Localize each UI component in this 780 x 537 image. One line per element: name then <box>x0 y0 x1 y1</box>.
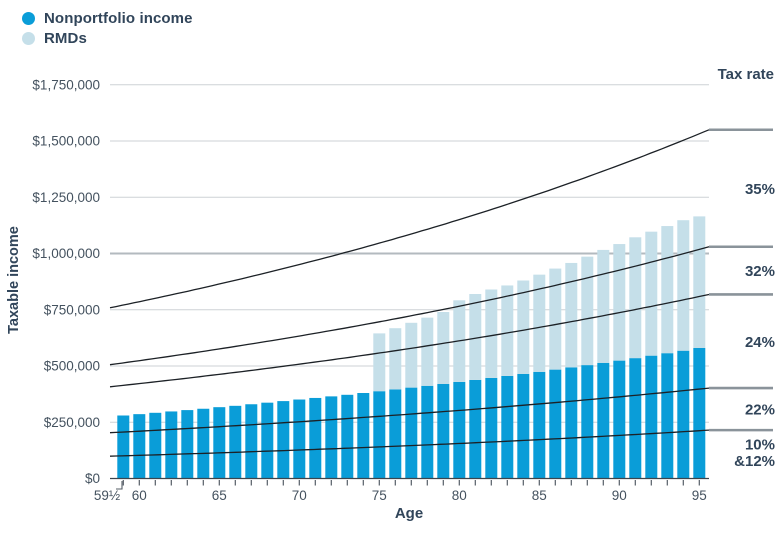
bar-nonportfolio-age-61 <box>149 412 162 479</box>
bar-nonportfolio-age-84 <box>517 373 530 479</box>
bar-nonportfolio-age-76 <box>389 389 402 479</box>
bar-nonportfolio-age-65 <box>213 407 226 479</box>
tax-rate-label: 10% <box>745 436 775 453</box>
bar-nonportfolio-age-82 <box>485 377 498 479</box>
legend: Nonportfolio income RMDs <box>22 8 193 48</box>
x-tick-label-85: 85 <box>532 488 547 503</box>
bar-nonportfolio-age-80 <box>453 381 466 479</box>
bar-nonportfolio-age-92 <box>645 355 658 479</box>
tax-boundary-line-1 <box>109 246 710 366</box>
bar-rmd-age-86 <box>549 268 562 370</box>
bar-rmd-age-76 <box>389 328 402 390</box>
bar-rmd-age-89 <box>597 249 610 363</box>
x-tick-label-70: 70 <box>292 488 307 503</box>
tax-boundary-line-4 <box>109 429 710 457</box>
tax-rate-header: Tax rate <box>717 66 774 83</box>
bar-nonportfolio-age-64 <box>197 408 210 479</box>
bar-rmd-age-85 <box>533 274 546 372</box>
bar-nonportfolio-age-60 <box>133 414 146 479</box>
x-tick-label-60: 60 <box>132 488 147 503</box>
bar-nonportfolio-age-77 <box>405 387 418 479</box>
bar-nonportfolio-age-59.5 <box>117 415 130 479</box>
bar-rmd-age-82 <box>485 289 498 378</box>
bar-nonportfolio-age-74 <box>357 393 370 479</box>
tax-rate-label: &12% <box>734 453 775 470</box>
bar-nonportfolio-age-75 <box>373 391 386 479</box>
bar-rmd-age-79 <box>437 312 450 384</box>
tax-boundary-line-3 <box>109 387 710 434</box>
legend-swatch-nonportfolio-icon <box>22 11 35 25</box>
bar-nonportfolio-age-79 <box>437 384 450 479</box>
bar-rmd-age-84 <box>517 280 530 374</box>
bar-nonportfolio-age-70 <box>293 399 306 479</box>
bar-nonportfolio-age-90 <box>613 360 626 479</box>
bar-rmd-age-91 <box>629 237 642 359</box>
bar-rmd-age-77 <box>405 322 418 388</box>
bar-nonportfolio-age-89 <box>597 362 610 479</box>
tax-rate-label: 32% <box>745 263 775 280</box>
bar-nonportfolio-age-93 <box>661 353 674 479</box>
y-tick-label: $1,000,000 <box>32 246 100 261</box>
bar-rmd-age-75 <box>373 333 386 392</box>
bar-nonportfolio-age-91 <box>629 358 642 479</box>
bar-rmd-age-88 <box>581 256 594 366</box>
legend-item-nonportfolio: Nonportfolio income <box>22 8 193 28</box>
x-tick-label-59½: 59½ <box>94 488 120 503</box>
bar-rmd-age-94 <box>677 220 690 351</box>
bar-rmd-age-93 <box>661 226 674 354</box>
first-tick-connector <box>116 481 123 490</box>
bar-nonportfolio-age-66 <box>229 405 242 479</box>
bar-rmd-age-87 <box>565 262 578 368</box>
x-axis-title: Age <box>394 505 424 522</box>
bar-nonportfolio-age-67 <box>245 404 258 479</box>
x-tick-label-95: 95 <box>692 488 707 503</box>
bar-nonportfolio-age-94 <box>677 350 690 479</box>
bar-rmd-age-95 <box>693 216 706 348</box>
bar-rmd-age-90 <box>613 244 626 361</box>
bar-nonportfolio-age-68 <box>261 402 274 479</box>
legend-item-rmds: RMDs <box>22 28 193 48</box>
tax-rate-label: 24% <box>745 334 775 351</box>
bar-rmd-age-81 <box>469 294 482 380</box>
bar-nonportfolio-age-73 <box>341 394 354 479</box>
bar-nonportfolio-age-86 <box>549 369 562 479</box>
legend-label-nonportfolio: Nonportfolio income <box>44 9 193 27</box>
bar-nonportfolio-age-78 <box>421 385 434 479</box>
bar-nonportfolio-age-87 <box>565 367 578 479</box>
bar-nonportfolio-age-95 <box>693 348 706 479</box>
legend-swatch-rmds-icon <box>22 31 35 45</box>
bar-nonportfolio-age-81 <box>469 379 482 479</box>
y-axis-title: Taxable income <box>6 226 22 334</box>
tax-boundary-line-0 <box>109 129 710 309</box>
bar-rmd-age-78 <box>421 317 434 386</box>
bar-nonportfolio-age-72 <box>325 396 338 479</box>
bar-nonportfolio-age-71 <box>309 397 322 479</box>
tax-boundary-line-2 <box>109 293 710 388</box>
y-tick-label: $0 <box>85 471 100 486</box>
x-tick-label-75: 75 <box>372 488 387 503</box>
bar-rmd-age-83 <box>501 285 514 376</box>
bar-nonportfolio-age-88 <box>581 365 594 479</box>
y-tick-label: $1,250,000 <box>32 190 100 205</box>
y-tick-label: $1,500,000 <box>32 134 100 149</box>
bar-nonportfolio-age-69 <box>277 401 290 479</box>
bar-nonportfolio-age-62 <box>165 411 178 479</box>
tax-rate-label: 22% <box>745 402 775 419</box>
legend-label-rmds: RMDs <box>44 29 87 47</box>
x-tick-label-90: 90 <box>612 488 627 503</box>
bar-nonportfolio-age-63 <box>181 410 194 479</box>
bar-nonportfolio-age-83 <box>501 375 514 479</box>
tax-rate-label: 35% <box>745 181 775 198</box>
bar-rmd-age-92 <box>645 231 658 356</box>
y-tick-label: $1,750,000 <box>32 77 100 92</box>
y-tick-label: $250,000 <box>44 415 100 430</box>
x-tick-label-80: 80 <box>452 488 467 503</box>
x-tick-label-65: 65 <box>212 488 227 503</box>
y-tick-label: $500,000 <box>44 359 100 374</box>
y-tick-label: $750,000 <box>44 302 100 317</box>
bar-nonportfolio-age-85 <box>533 371 546 479</box>
